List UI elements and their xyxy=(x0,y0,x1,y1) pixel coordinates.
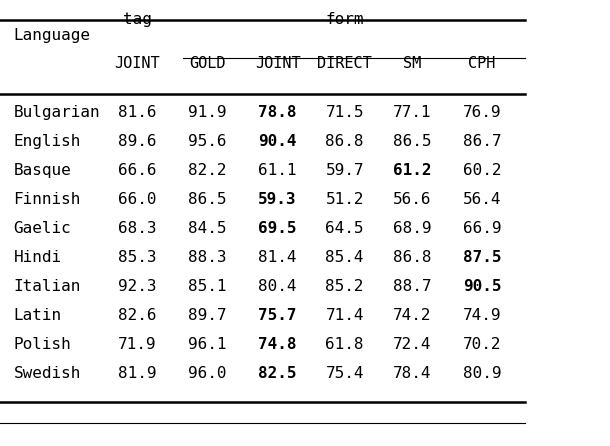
Text: 82.5: 82.5 xyxy=(258,366,297,381)
Text: Basque: Basque xyxy=(13,163,71,178)
Text: 87.5: 87.5 xyxy=(462,250,501,265)
Text: tag: tag xyxy=(123,12,152,27)
Text: 81.9: 81.9 xyxy=(118,366,157,381)
Text: Swedish: Swedish xyxy=(13,366,81,381)
Text: 96.1: 96.1 xyxy=(188,337,227,352)
Text: 80.4: 80.4 xyxy=(258,279,297,294)
Text: 86.5: 86.5 xyxy=(392,134,431,149)
Text: 68.9: 68.9 xyxy=(392,221,431,236)
Text: 61.1: 61.1 xyxy=(258,163,297,178)
Text: Italian: Italian xyxy=(13,279,81,294)
Text: 90.4: 90.4 xyxy=(258,134,297,149)
Text: 78.4: 78.4 xyxy=(392,366,431,381)
Text: 86.7: 86.7 xyxy=(462,134,501,149)
Text: 82.2: 82.2 xyxy=(188,163,227,178)
Text: 51.2: 51.2 xyxy=(325,192,364,207)
Text: 74.2: 74.2 xyxy=(392,308,431,323)
Text: Latin: Latin xyxy=(13,308,62,323)
Text: 84.5: 84.5 xyxy=(188,221,227,236)
Text: 89.7: 89.7 xyxy=(188,308,227,323)
Text: Bulgarian: Bulgarian xyxy=(13,105,100,120)
Text: 80.9: 80.9 xyxy=(462,366,501,381)
Text: 71.5: 71.5 xyxy=(325,105,364,120)
Text: 66.9: 66.9 xyxy=(462,221,501,236)
Text: GOLD: GOLD xyxy=(189,56,226,71)
Text: 77.1: 77.1 xyxy=(392,105,431,120)
Text: 88.3: 88.3 xyxy=(188,250,227,265)
Text: 56.4: 56.4 xyxy=(462,192,501,207)
Text: 92.3: 92.3 xyxy=(118,279,157,294)
Text: Hindi: Hindi xyxy=(13,250,62,265)
Text: 60.2: 60.2 xyxy=(462,163,501,178)
Text: 86.8: 86.8 xyxy=(392,250,431,265)
Text: 75.7: 75.7 xyxy=(258,308,297,323)
Text: 95.6: 95.6 xyxy=(188,134,227,149)
Text: 85.2: 85.2 xyxy=(325,279,364,294)
Text: 75.4: 75.4 xyxy=(325,366,364,381)
Text: 78.8: 78.8 xyxy=(258,105,297,120)
Text: 96.0: 96.0 xyxy=(188,366,227,381)
Text: Polish: Polish xyxy=(13,337,71,352)
Text: 59.3: 59.3 xyxy=(258,192,297,207)
Text: 70.2: 70.2 xyxy=(462,337,501,352)
Text: Language: Language xyxy=(13,28,90,43)
Text: JOINT: JOINT xyxy=(255,56,300,71)
Text: 66.6: 66.6 xyxy=(118,163,157,178)
Text: 71.9: 71.9 xyxy=(118,337,157,352)
Text: 56.6: 56.6 xyxy=(392,192,431,207)
Text: 59.7: 59.7 xyxy=(325,163,364,178)
Text: 61.2: 61.2 xyxy=(392,163,431,178)
Text: SM: SM xyxy=(403,56,421,71)
Text: 71.4: 71.4 xyxy=(325,308,364,323)
Text: 86.8: 86.8 xyxy=(325,134,364,149)
Text: CPH: CPH xyxy=(468,56,495,71)
Text: Finnish: Finnish xyxy=(13,192,81,207)
Text: 85.1: 85.1 xyxy=(188,279,227,294)
Text: 66.0: 66.0 xyxy=(118,192,157,207)
Text: 69.5: 69.5 xyxy=(258,221,297,236)
Text: English: English xyxy=(13,134,81,149)
Text: 74.8: 74.8 xyxy=(258,337,297,352)
Text: 86.5: 86.5 xyxy=(188,192,227,207)
Text: 64.5: 64.5 xyxy=(325,221,364,236)
Text: 81.4: 81.4 xyxy=(258,250,297,265)
Text: 88.7: 88.7 xyxy=(392,279,431,294)
Text: 85.3: 85.3 xyxy=(118,250,157,265)
Text: 61.8: 61.8 xyxy=(325,337,364,352)
Text: 74.9: 74.9 xyxy=(462,308,501,323)
Text: 72.4: 72.4 xyxy=(392,337,431,352)
Text: 89.6: 89.6 xyxy=(118,134,157,149)
Text: 82.6: 82.6 xyxy=(118,308,157,323)
Text: JOINT: JOINT xyxy=(115,56,160,71)
Text: Gaelic: Gaelic xyxy=(13,221,71,236)
Text: DIRECT: DIRECT xyxy=(317,56,372,71)
Text: 81.6: 81.6 xyxy=(118,105,157,120)
Text: 68.3: 68.3 xyxy=(118,221,157,236)
Text: 76.9: 76.9 xyxy=(462,105,501,120)
Text: 91.9: 91.9 xyxy=(188,105,227,120)
Text: 90.5: 90.5 xyxy=(462,279,501,294)
Text: 85.4: 85.4 xyxy=(325,250,364,265)
Text: form: form xyxy=(325,12,364,27)
